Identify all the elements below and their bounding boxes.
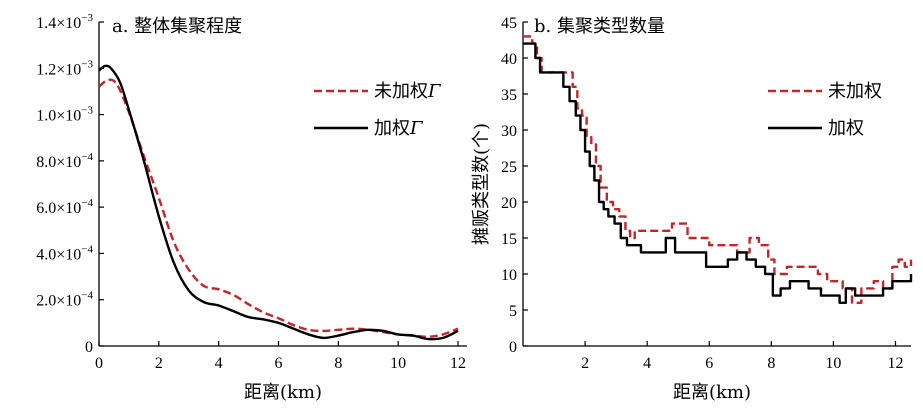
chart-b-x-tick-label: 12 (887, 355, 903, 372)
chart-b-title: b. 集聚类型数量 (534, 16, 665, 37)
chart-b-x-tick-label: 2 (581, 355, 589, 372)
chart-a-y-tick-label: 4.0×10−4 (36, 243, 93, 263)
chart-a-series (98, 64, 459, 341)
chart-b-legend-label-0: 未加权 (828, 81, 882, 102)
chart-a-x-tick-label: 8 (334, 355, 342, 372)
chart-b-y-ticks: 0 5 10 15 20 25 30 35 40 45 (501, 15, 528, 356)
chart-a-x-tick-label: 12 (450, 355, 466, 372)
chart-a-y-tick-label: 6.0×10−4 (36, 197, 93, 217)
chart-a-x-tick-label: 4 (215, 355, 223, 372)
chart-b-y-tick-label: 45 (501, 15, 517, 32)
chart-b-x-label: 距离(km) (673, 382, 751, 403)
chart-a-series-1-line (98, 64, 459, 341)
chart-b-series-0-line (523, 35, 913, 304)
chart-b-y-tick-label: 30 (501, 123, 517, 140)
chart-b-y-label: 摊贩类型数(个) (471, 123, 492, 245)
chart-b-y-tick-label: 5 (509, 303, 517, 320)
chart-b-x-tick-label: 10 (825, 355, 841, 372)
chart-b-legend-label-1: 加权 (828, 118, 864, 139)
chart-panel-a: a. 整体集聚程度 0 2 4 6 8 10 12 0 2.0×10−4 4.0×10−4 6.0… (36, 12, 467, 403)
chart-b-y-tick-label: 35 (501, 87, 517, 104)
chart-a-x-ticks: 0 2 4 6 8 10 12 (95, 341, 466, 372)
chart-panel-b: b. 集聚类型数量 2 4 6 8 10 12 0 5 10 15 20 25 30 35 40 45 距离… (471, 15, 913, 403)
chart-a-y-tick-label: 8.0×10−4 (36, 151, 93, 171)
chart-a-legend-label-1: 加权Γ (374, 118, 424, 139)
chart-b-x-ticks: 2 4 6 8 10 12 (581, 341, 903, 372)
chart-b-legend: 未加权 加权 (768, 81, 882, 139)
chart-b-x-tick-label: 4 (643, 355, 651, 372)
chart-b-x-tick-label: 6 (705, 355, 713, 372)
chart-a-y-ticks: 0 2.0×10−4 4.0×10−4 6.0×10−4 8.0×10−4 1.0×10−… (36, 12, 104, 356)
chart-a-legend-label-0-name: 未加权 (374, 81, 428, 102)
chart-a-y-tick-label: 2.0×10−4 (36, 290, 93, 310)
chart-a-y-tick-label: 1.4×10−3 (36, 12, 93, 32)
chart-b-series-1-line (523, 42, 913, 304)
chart-b-y-tick-label: 20 (501, 195, 517, 212)
chart-b-y-tick-label: 40 (501, 51, 517, 68)
chart-a-title: a. 整体集聚程度 (112, 16, 242, 37)
chart-b-y-tick-label: 0 (509, 339, 517, 356)
chart-a-x-label: 距离(km) (244, 382, 322, 403)
chart-a-x-tick-label: 0 (95, 355, 103, 372)
chart-b-x-tick-label: 8 (767, 355, 775, 372)
chart-b-y-tick-label: 10 (501, 267, 517, 284)
chart-a-x-tick-label: 2 (155, 355, 163, 372)
chart-a-legend: 未加权Γ 加权Γ (314, 81, 442, 139)
chart-a-legend-label-1-suffix: Γ (409, 118, 424, 139)
chart-a-y-tick-label: 0 (85, 339, 93, 356)
chart-a-legend-label-1-name: 加权 (374, 118, 410, 139)
chart-a-x-tick-label: 6 (275, 355, 283, 372)
chart-a-legend-label-0: 未加权Γ (374, 81, 442, 102)
chart-a-y-tick-label: 1.0×10−3 (36, 105, 93, 125)
chart-a-y-tick-label: 1.2×10−3 (36, 58, 93, 78)
chart-a-legend-label-0-suffix: Γ (427, 81, 442, 102)
chart-b-y-tick-label: 25 (501, 159, 517, 176)
chart-b-series (523, 35, 913, 304)
chart-b-y-tick-label: 15 (501, 231, 517, 248)
chart-a-x-tick-label: 10 (390, 355, 406, 372)
